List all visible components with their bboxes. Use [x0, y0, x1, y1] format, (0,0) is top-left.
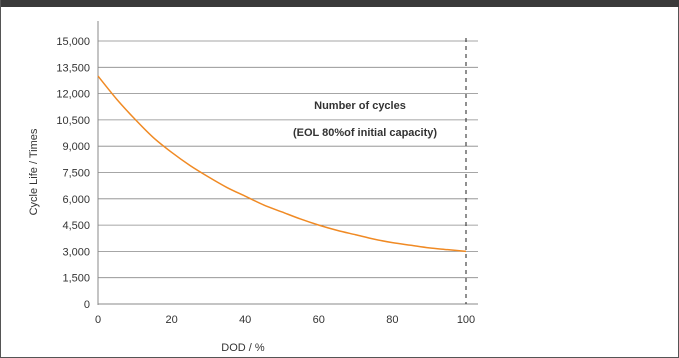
x-tick-label: 0 — [95, 314, 101, 326]
y-axis: 0 1,500 3,000 4,500 6,000 7,500 9,000 10,500 12,… — [56, 21, 478, 311]
x-tick-label: 100 — [457, 314, 475, 326]
x-tick-label: 80 — [386, 314, 398, 326]
y-tick-label: 13,500 — [56, 62, 90, 74]
y-tick-label: 10,500 — [56, 115, 90, 127]
y-tick-label: 9,000 — [62, 141, 90, 153]
annotation-number-of-cycles: Number of cycles — [314, 100, 406, 112]
y-axis-title: Cycle Life / Times — [28, 128, 40, 215]
annotation-eol-capacity: (EOL 80%of initial capacity) — [293, 127, 437, 139]
y-tick-label: 4,500 — [62, 220, 90, 232]
y-tick-label: 15,000 — [56, 36, 90, 48]
series-area — [97, 38, 467, 304]
x-tick-label: 60 — [313, 314, 325, 326]
y-tick-label: 7,500 — [62, 168, 90, 180]
top-bar — [1, 0, 679, 7]
y-tick-label: 6,000 — [62, 194, 90, 206]
x-axis-title: DOD / % — [221, 342, 265, 354]
y-tick-label: 12,000 — [56, 89, 90, 101]
y-tick-label: 3,000 — [62, 246, 90, 258]
x-tick-label: 40 — [239, 314, 251, 326]
cycle-life-curve — [97, 75, 467, 253]
x-tick-label: 20 — [165, 314, 177, 326]
y-tick-label: 0 — [84, 299, 90, 311]
y-tick-label: 1,500 — [62, 273, 90, 285]
x-axis: 0 20 40 60 80 100 — [95, 303, 478, 326]
